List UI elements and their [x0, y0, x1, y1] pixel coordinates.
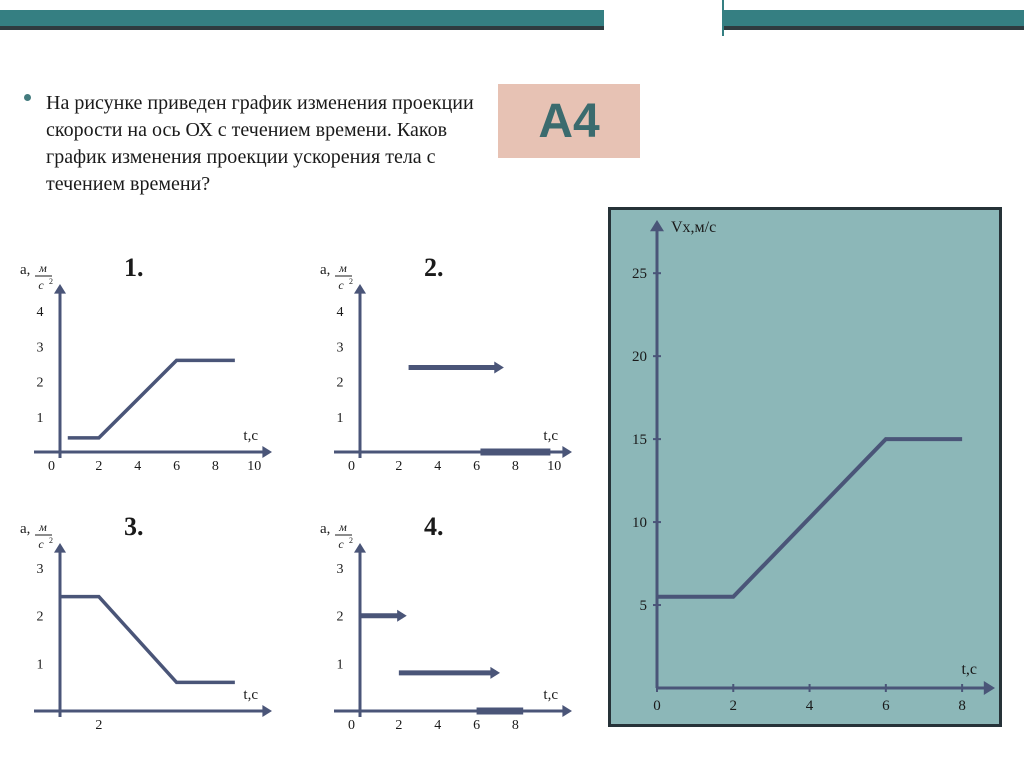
svg-text:м: м — [38, 261, 47, 275]
svg-text:4: 4 — [337, 305, 344, 320]
svg-text:4: 4 — [806, 698, 814, 714]
option-3: a,мc23.1232t,с — [14, 517, 274, 752]
svg-text:1: 1 — [337, 657, 344, 672]
svg-text:c: c — [38, 278, 44, 292]
svg-text:3: 3 — [37, 340, 44, 355]
svg-text:м: м — [38, 520, 47, 534]
option-2: a,мc22.12340246810t,с — [314, 258, 574, 493]
svg-text:c: c — [338, 537, 344, 551]
svg-text:25: 25 — [632, 266, 647, 282]
svg-text:2: 2 — [395, 459, 402, 474]
main-chart-svg: 0 2 4 6 8 5 10 15 20 25 Vx,м/с t,с — [611, 210, 999, 724]
svg-text:4: 4 — [434, 718, 441, 733]
svg-text:3: 3 — [337, 340, 344, 355]
decorative-top-bar — [0, 0, 1024, 36]
question-block: На рисунке приведен график изменения про… — [24, 90, 474, 198]
svg-text:4: 4 — [134, 459, 141, 474]
svg-text:0: 0 — [348, 718, 355, 733]
svg-text:Vx,м/с: Vx,м/с — [671, 219, 716, 236]
badge-label: А4 — [538, 94, 599, 149]
option-1: a,мc21.12340246810t,с — [14, 258, 274, 493]
svg-text:1: 1 — [337, 411, 344, 426]
svg-text:1: 1 — [37, 657, 44, 672]
svg-text:2: 2 — [395, 718, 402, 733]
svg-text:0: 0 — [348, 459, 355, 474]
svg-text:a,: a, — [320, 262, 330, 278]
options-grid: a,мc21.12340246810t,с a,мc22.12340246810… — [14, 258, 604, 776]
svg-text:4: 4 — [434, 459, 441, 474]
svg-text:6: 6 — [473, 718, 480, 733]
svg-text:м: м — [338, 520, 347, 534]
svg-text:2: 2 — [337, 610, 344, 625]
svg-text:c: c — [38, 537, 44, 551]
svg-text:8: 8 — [212, 459, 219, 474]
svg-text:2: 2 — [49, 277, 53, 286]
svg-text:a,: a, — [320, 521, 330, 537]
svg-text:4.: 4. — [424, 517, 444, 541]
svg-text:0: 0 — [653, 698, 661, 714]
svg-text:10: 10 — [547, 459, 561, 474]
svg-text:3.: 3. — [124, 517, 144, 541]
option-1-chart: a,мc21.12340246810t,с — [14, 258, 274, 488]
svg-text:t,с: t,с — [543, 687, 558, 703]
svg-text:a,: a, — [20, 521, 30, 537]
svg-text:t,с: t,с — [543, 428, 558, 444]
svg-text:м: м — [338, 261, 347, 275]
svg-text:2: 2 — [95, 459, 102, 474]
svg-text:a,: a, — [20, 262, 30, 278]
svg-text:3: 3 — [337, 562, 344, 577]
question-badge: А4 — [498, 84, 640, 158]
svg-text:c: c — [338, 278, 344, 292]
svg-text:10: 10 — [632, 515, 647, 531]
svg-text:2: 2 — [95, 718, 102, 733]
svg-text:2: 2 — [37, 376, 44, 391]
option-2-chart: a,мc22.12340246810t,с — [314, 258, 574, 488]
svg-text:2: 2 — [349, 277, 353, 286]
question-text: На рисунке приведен график изменения про… — [24, 90, 474, 198]
svg-text:8: 8 — [958, 698, 966, 714]
svg-text:5: 5 — [640, 598, 648, 614]
svg-text:t,с: t,с — [243, 687, 258, 703]
option-4-chart: a,мc24.12302468t,с — [314, 517, 574, 747]
svg-text:2: 2 — [49, 536, 53, 545]
svg-text:8: 8 — [512, 459, 519, 474]
svg-text:t,с: t,с — [243, 428, 258, 444]
svg-text:6: 6 — [173, 459, 180, 474]
svg-text:1: 1 — [37, 411, 44, 426]
svg-text:0: 0 — [48, 459, 55, 474]
svg-text:15: 15 — [632, 432, 647, 448]
svg-text:t,с: t,с — [961, 661, 977, 678]
svg-text:1.: 1. — [124, 258, 144, 282]
svg-text:4: 4 — [37, 305, 44, 320]
svg-text:8: 8 — [512, 718, 519, 733]
svg-text:2: 2 — [37, 610, 44, 625]
svg-text:6: 6 — [882, 698, 890, 714]
bullet-icon — [24, 94, 31, 101]
svg-text:20: 20 — [632, 349, 647, 365]
svg-text:2: 2 — [349, 536, 353, 545]
main-velocity-chart: 0 2 4 6 8 5 10 15 20 25 Vx,м/с t,с — [608, 207, 1002, 727]
option-4: a,мc24.12302468t,с — [314, 517, 574, 752]
svg-text:2: 2 — [730, 698, 738, 714]
option-3-chart: a,мc23.1232t,с — [14, 517, 274, 747]
svg-text:2.: 2. — [424, 258, 444, 282]
svg-text:10: 10 — [247, 459, 261, 474]
svg-text:3: 3 — [37, 562, 44, 577]
svg-text:6: 6 — [473, 459, 480, 474]
svg-text:2: 2 — [337, 376, 344, 391]
